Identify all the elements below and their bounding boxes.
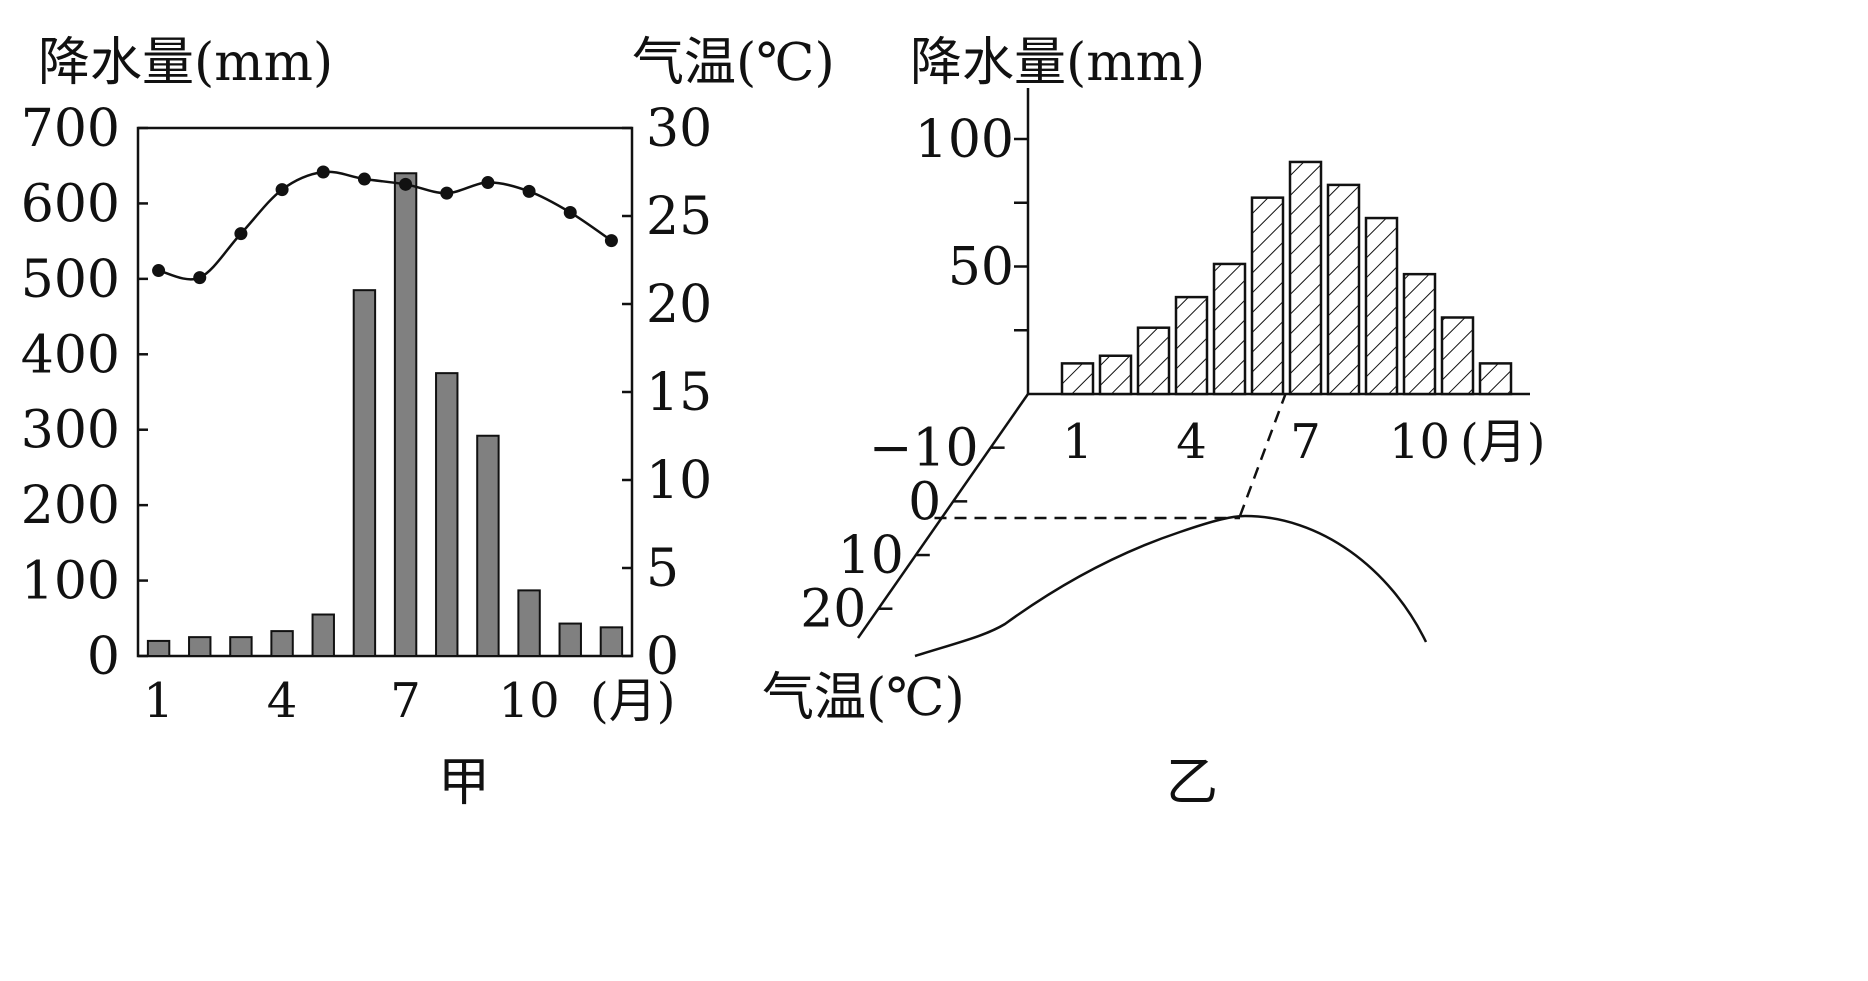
jia-month-label: 10 — [499, 673, 560, 729]
jia-right-tick-label: 5 — [646, 539, 679, 599]
yi-precip-tick-label: 100 — [915, 110, 1014, 170]
jia-temp-point — [316, 165, 330, 179]
jia-left-tick-label: 700 — [21, 99, 120, 159]
yi-caption: 乙 — [1166, 753, 1218, 813]
yi-precip-bar — [1250, 196, 1285, 396]
jia-left-tick-label: 500 — [21, 250, 120, 310]
yi-temp-tick-label: 20 — [800, 580, 866, 640]
jia-precip-bar — [188, 636, 212, 658]
yi-month-unit: (月) — [1460, 414, 1545, 470]
jia-right-axis-label: 气温(℃) — [632, 33, 835, 93]
jia-temp-point — [399, 177, 413, 191]
jia-month-unit: (月) — [590, 673, 675, 729]
yi-temp-axis-label: 气温(℃) — [762, 668, 965, 728]
jia-left-tick-label: 100 — [21, 552, 120, 612]
yi-month-label: 1 — [1062, 414, 1093, 470]
yi-precip-tick-label: 50 — [948, 238, 1014, 298]
jia-precip-bar — [311, 613, 335, 657]
jia-temp-point — [275, 183, 289, 197]
jia-plot-frame — [136, 126, 634, 658]
jia-left-tick-label: 300 — [21, 401, 120, 461]
yi-precip-bar — [1478, 362, 1513, 396]
jia-precip-bar — [352, 289, 377, 657]
yi-precip-bar — [1136, 326, 1171, 396]
jia-left-axis-label: 降水量(mm) — [38, 33, 333, 93]
yi-precip-bar — [1402, 272, 1437, 396]
jia-precip-bar — [229, 636, 253, 658]
jia-month-label: 7 — [390, 673, 421, 729]
jia-right-tick-label: 20 — [646, 275, 712, 335]
jia-temp-point — [440, 186, 454, 200]
yi-precip-bar — [1174, 295, 1209, 396]
yi-precip-bar — [1060, 362, 1095, 396]
yi-month-label: 4 — [1176, 414, 1207, 470]
jia-precip-bar — [435, 372, 459, 657]
yi-precip-bar — [1212, 262, 1247, 396]
jia-temp-point — [152, 264, 166, 278]
yi-peak-month-dashed-guide — [1238, 393, 1287, 517]
yi-precip-bar — [1098, 354, 1133, 396]
jia-temp-line — [158, 170, 613, 281]
jia-left-tick-label: 600 — [21, 174, 120, 234]
jia-left-tick-label: 400 — [21, 325, 120, 385]
jia-temp-point — [522, 184, 536, 198]
jia-caption: 甲 — [438, 753, 490, 813]
yi-temp-tick-label: −10 — [869, 419, 979, 479]
yi-precip-bar — [1364, 216, 1399, 396]
jia-precip-bar — [599, 626, 624, 658]
yi-precip-bar — [1440, 316, 1475, 396]
jia-month-label: 4 — [267, 673, 298, 729]
jia-left-tick-label: 0 — [87, 627, 120, 687]
jia-right-tick-label: 25 — [646, 187, 712, 247]
chart-jia: 降水量(mm) 气温(℃) 0 100 200 300 400 500 600 700 0 5 10… — [21, 33, 835, 813]
jia-right-tick-label: 0 — [646, 627, 679, 687]
jia-temp-point — [234, 227, 248, 241]
jia-temp-point — [193, 271, 207, 285]
jia-precip-bar — [558, 622, 582, 658]
yi-precip-bar — [1326, 183, 1361, 396]
jia-temp-point — [357, 172, 371, 186]
jia-left-tick-label: 200 — [21, 476, 120, 536]
yi-month-label: 7 — [1290, 414, 1321, 470]
jia-precip-bar — [476, 434, 500, 657]
jia-precip-bar — [270, 630, 294, 658]
yi-temp-tick-label: 10 — [838, 526, 904, 586]
yi-precip-bar — [1288, 160, 1323, 396]
jia-right-tick-label: 10 — [646, 451, 712, 511]
jia-plot: 0 100 200 300 400 500 600 700 0 5 10 15 20 25 30 1 4 7 10 — [21, 99, 712, 729]
yi-temp-axis — [856, 393, 1030, 639]
jia-precip-bar — [146, 639, 171, 658]
jia-temp-point — [563, 205, 577, 219]
jia-precip-bar — [517, 589, 541, 657]
jia-precip-bar — [393, 172, 418, 657]
jia-right-tick-label: 15 — [646, 363, 712, 423]
jia-temp-point — [481, 176, 495, 190]
jia-month-label: 1 — [143, 673, 174, 729]
yi-temp-curve — [914, 514, 1428, 658]
yi-precip-axis-label: 降水量(mm) — [910, 33, 1205, 93]
yi-month-label: 10 — [1389, 414, 1450, 470]
yi-temp-tick-label: 0 — [908, 472, 941, 532]
jia-right-tick-label: 30 — [646, 99, 712, 159]
jia-temp-point — [604, 234, 618, 248]
